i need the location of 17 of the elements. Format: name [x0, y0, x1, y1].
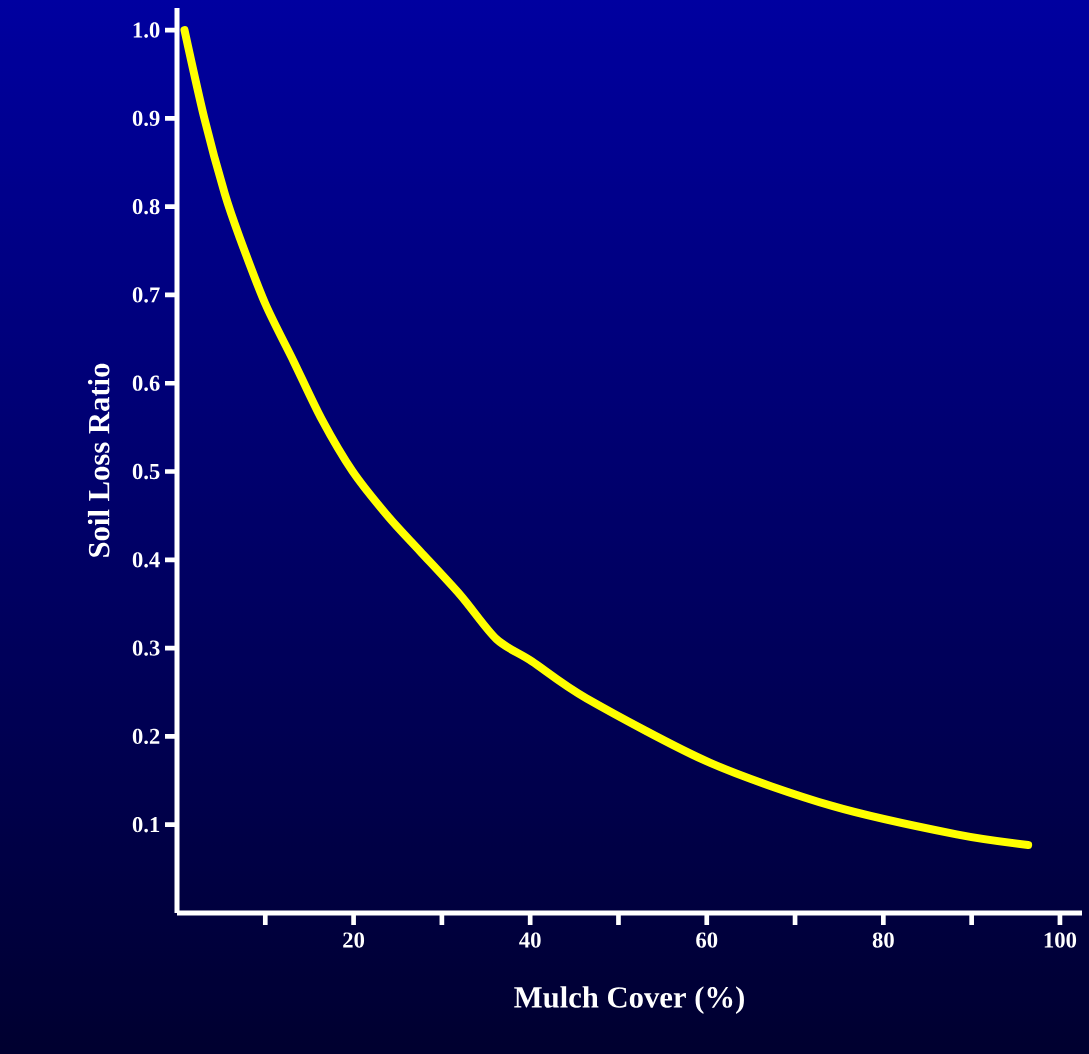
- x-tick-label: 60: [696, 932, 718, 948]
- x-tick-label: 100: [1044, 932, 1077, 948]
- y-axis-title: Soil Loss Ratio: [87, 363, 110, 557]
- y-tick-label: 1.0: [133, 22, 160, 38]
- y-tick-label: 0.2: [132, 728, 160, 745]
- x-tick-label: 40: [519, 932, 541, 948]
- y-tick-label: 0.5: [132, 463, 160, 480]
- y-tick-label: 0.9: [132, 110, 160, 127]
- y-tick-label: 0.3: [132, 640, 160, 656]
- x-tick-label: 20: [343, 932, 365, 948]
- y-tick-label: 0.4: [132, 552, 160, 568]
- y-tick-label: 0.8: [132, 198, 160, 215]
- x-axis-title: Mulch Cover (%): [514, 986, 744, 1014]
- y-tick-label: 0.7: [132, 287, 160, 303]
- x-tick-label: 80: [872, 932, 894, 948]
- y-tick-label: 0.6: [132, 375, 160, 391]
- y-tick-label: 0.1: [132, 817, 160, 833]
